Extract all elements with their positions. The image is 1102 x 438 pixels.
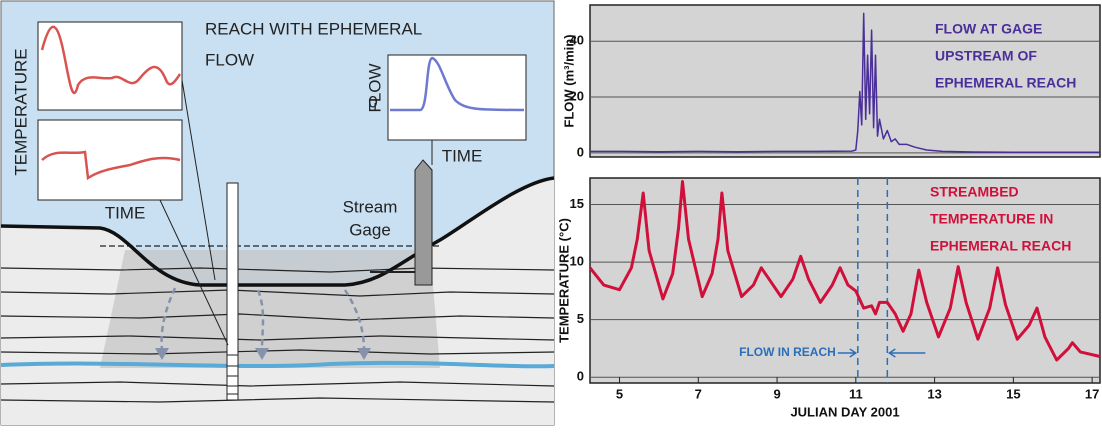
temperature-inset-1 [37, 21, 183, 111]
annotation: FLOW AT GAGE [935, 21, 1042, 37]
y-axis-label: FLOW (m³/min) [561, 34, 576, 127]
diagram-title: REACH WITH EPHEMERAL [205, 19, 422, 38]
x-tick-label: 9 [773, 386, 780, 401]
x-tick-label: 15 [1006, 386, 1020, 401]
annotation: TEMPERATURE IN [930, 211, 1053, 227]
y-tick-label: 5 [577, 311, 584, 326]
y-tick-label: 0 [577, 369, 584, 384]
flow-curve [390, 56, 525, 112]
data-line [590, 12, 1100, 154]
stream-gage [414, 159, 433, 286]
plot-area [589, 4, 1101, 158]
temperature-curve-2 [41, 150, 181, 181]
temperature-time-label: TIME [105, 203, 146, 222]
diagram: REACH WITH EPHEMERAL FLOW TEMPERATURE TI… [0, 0, 555, 426]
leader-lines [159, 79, 433, 346]
y-tick-label: 40 [570, 33, 584, 48]
x-tick-label: 7 [695, 386, 702, 401]
x-tick-label: 11 [849, 386, 863, 401]
water-table [0, 360, 555, 369]
data-line [588, 180, 1101, 362]
annotation: UPSTREAM OF [935, 48, 1037, 64]
flow-arrow [837, 348, 858, 358]
y-tick-label: 15 [570, 196, 584, 211]
flow-time-label: TIME [442, 146, 483, 165]
temperature-curve-1 [40, 25, 182, 95]
gage-label: Gage [349, 220, 391, 239]
annotation: STREAMBED [930, 184, 1019, 200]
y-tick-label: 0 [577, 144, 584, 159]
x-tick-label: 13 [927, 386, 941, 401]
arrow-heads [155, 348, 371, 360]
y-tick-label: 10 [570, 254, 584, 269]
annotation: EPHEMERAL REACH [930, 238, 1071, 254]
gage-label: Stream [343, 197, 398, 216]
well [226, 182, 239, 356]
temperature-inset-2 [37, 119, 183, 201]
flow-inset [387, 54, 527, 141]
diagram-title: FLOW [205, 50, 254, 69]
flow-label: FLOW [365, 63, 384, 112]
flow-arrow [887, 348, 926, 358]
well-screen [226, 354, 239, 401]
sediment-layers [0, 245, 555, 403]
seepage-arrows [160, 287, 366, 351]
temperature-label: TEMPERATURE [11, 48, 30, 175]
x-tick-label: 17 [1085, 386, 1099, 401]
streambed [0, 176, 555, 287]
infiltration-zone [100, 250, 440, 368]
flow-in-reach-label: FLOW IN REACH [739, 345, 836, 359]
x-tick-label: 5 [616, 386, 623, 401]
flow-zero-label: 0 [368, 92, 377, 111]
annotation: EPHEMERAL REACH [935, 75, 1076, 91]
x-axis-label: JULIAN DAY 2001 [790, 404, 899, 419]
y-axis-label: TEMPERATURE (°C) [556, 218, 571, 343]
y-tick-label: 20 [570, 88, 584, 103]
